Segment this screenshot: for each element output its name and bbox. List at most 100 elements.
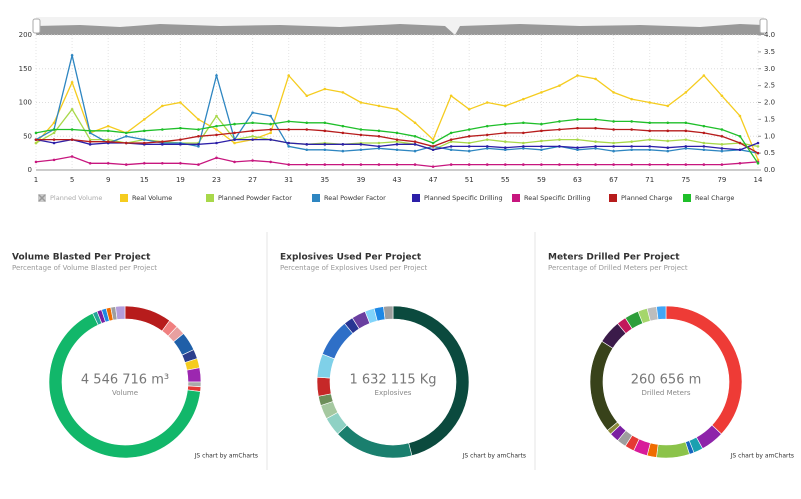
x-tick-label: 59 [537,176,546,184]
y-tick-label: 200 [19,31,32,39]
data-point [143,138,146,141]
data-point [576,138,579,141]
donut-slice [186,367,202,383]
scroll-handle[interactable] [759,18,768,34]
data-point [467,128,471,131]
data-point [197,145,200,148]
data-point [106,129,110,133]
y2-tick-label: 0.0 [764,166,775,174]
data-point [52,138,56,141]
panel-title: Explosives Used Per Project [280,253,422,263]
data-point [720,143,724,146]
data-point [377,134,381,138]
data-point [612,145,615,148]
data-point [576,74,579,77]
data-point [756,141,760,145]
data-point [485,101,489,104]
data-point [485,163,489,166]
data-point [684,129,688,133]
x-tick-label: 79 [717,176,726,184]
y-tick-label: 150 [19,65,32,73]
data-point [88,140,92,143]
data-point [215,141,218,145]
legend-label: Planned Powder Factor [218,194,292,202]
data-point [594,77,597,81]
data-point [756,158,760,162]
data-point [287,145,291,148]
data-point [341,163,345,166]
panel-title: Meters Drilled Per Project [548,253,680,263]
data-point [377,147,381,150]
data-point [576,126,579,130]
data-point [576,118,579,121]
data-point [684,163,688,166]
data-point [648,163,651,166]
data-point [88,138,92,141]
data-point [594,140,597,143]
data-point [522,97,525,101]
center-value: 260 656 m [631,373,702,388]
data-point [106,124,110,128]
data-point [413,140,417,143]
data-point [522,163,525,166]
data-point [359,101,363,104]
data-point [70,138,74,141]
data-point [449,145,453,148]
credit: JS chart by amCharts [462,453,526,460]
x-tick-label: 43 [393,176,402,184]
data-point [305,94,309,98]
data-point [431,165,435,168]
x-tick-label: 67 [609,176,618,184]
data-point [431,145,435,148]
data-point [377,104,381,108]
data-point [431,141,435,145]
data-point [70,53,74,57]
data-point [341,91,345,94]
data-point [179,161,182,165]
data-point [251,134,254,138]
data-point [106,161,110,165]
data-point [467,141,471,145]
data-point [630,163,633,166]
data-point [52,158,56,162]
x-tick-label: 31 [284,176,293,184]
data-point [413,143,417,146]
data-point [720,94,724,98]
data-point [485,138,489,141]
center-label: Volume [112,389,138,397]
data-point [359,148,363,152]
data-point [467,149,471,153]
donut-slice [115,305,126,320]
data-point [576,148,579,152]
data-point [684,147,688,150]
data-point [413,121,417,125]
data-point [702,74,706,77]
center-label: Drilled Meters [642,389,691,397]
data-point [34,131,38,135]
data-point [233,122,236,126]
data-point [630,140,633,143]
data-point [197,134,200,138]
data-point [323,148,327,152]
data-point [540,148,543,152]
data-point [449,140,453,143]
data-point [359,128,363,131]
data-point [359,163,363,166]
data-point [467,163,471,166]
data-point [323,121,327,125]
data-point [197,118,200,121]
y-tick-label: 50 [23,132,32,140]
data-point [233,131,236,135]
legend-label: Planned Charge [621,194,672,202]
data-point [738,148,742,152]
data-point [34,141,38,145]
data-point [34,160,38,164]
legend-swatch [683,194,691,202]
data-point [522,121,525,125]
data-point [630,148,633,152]
scroll-handle[interactable] [32,18,41,34]
data-point [70,128,74,131]
data-point [467,145,471,148]
data-point [684,121,688,125]
data-point [197,143,200,146]
